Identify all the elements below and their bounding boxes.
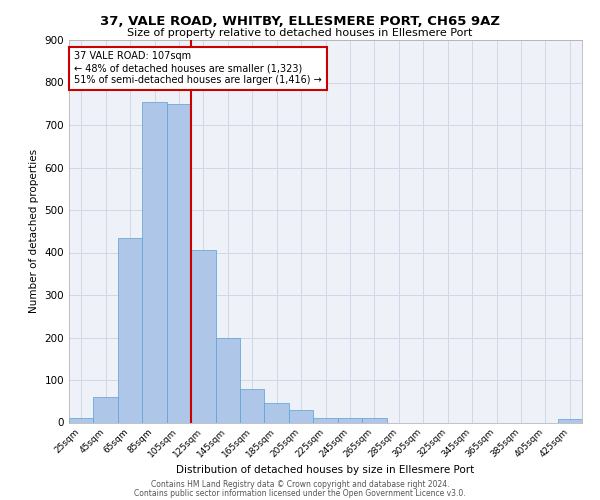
Bar	[557, 419, 582, 422]
X-axis label: Distribution of detached houses by size in Ellesmere Port: Distribution of detached houses by size …	[176, 465, 475, 475]
Bar	[215, 338, 240, 422]
Bar	[265, 404, 289, 422]
Bar	[313, 418, 338, 422]
Y-axis label: Number of detached properties: Number of detached properties	[29, 149, 39, 314]
Text: Size of property relative to detached houses in Ellesmere Port: Size of property relative to detached ho…	[127, 28, 473, 38]
Bar	[118, 238, 142, 422]
Bar	[338, 418, 362, 422]
Text: Contains public sector information licensed under the Open Government Licence v3: Contains public sector information licen…	[134, 488, 466, 498]
Bar	[69, 418, 94, 422]
Bar	[94, 397, 118, 422]
Bar	[167, 104, 191, 422]
Bar	[142, 102, 167, 422]
Bar	[191, 250, 215, 422]
Text: 37, VALE ROAD, WHITBY, ELLESMERE PORT, CH65 9AZ: 37, VALE ROAD, WHITBY, ELLESMERE PORT, C…	[100, 15, 500, 28]
Bar	[362, 418, 386, 422]
Text: 37 VALE ROAD: 107sqm
← 48% of detached houses are smaller (1,323)
51% of semi-de: 37 VALE ROAD: 107sqm ← 48% of detached h…	[74, 52, 322, 84]
Bar	[240, 390, 265, 422]
Bar	[289, 410, 313, 422]
Text: Contains HM Land Registry data © Crown copyright and database right 2024.: Contains HM Land Registry data © Crown c…	[151, 480, 449, 489]
